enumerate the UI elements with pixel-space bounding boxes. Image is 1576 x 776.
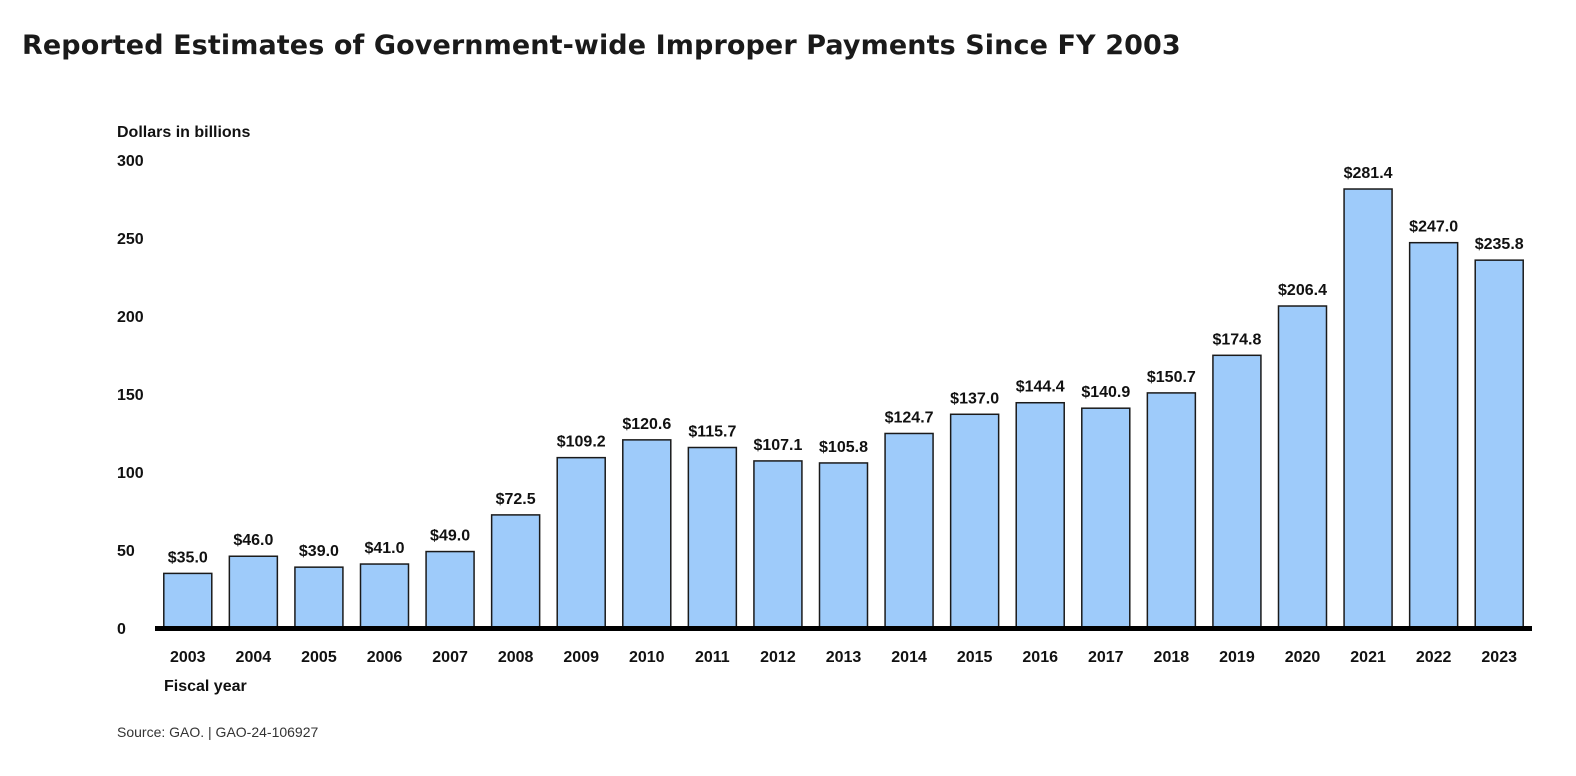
data-label-2017: $140.9: [1081, 384, 1130, 401]
x-tick-label-2016: 2016: [1022, 649, 1058, 666]
source-note: Source: GAO. | GAO-24-106927: [117, 724, 319, 740]
data-label-2019: $174.8: [1212, 331, 1261, 348]
x-tick-label-2023: 2023: [1481, 649, 1517, 666]
bar-2023: [1474, 259, 1524, 629]
x-tick-label-2005: 2005: [301, 649, 337, 666]
y-axis-title: Dollars in billions: [117, 124, 250, 141]
data-label-2011: $115.7: [688, 424, 736, 441]
y-tick-label: 0: [117, 621, 126, 638]
bar-2007: [425, 550, 475, 629]
x-tick-label-2021: 2021: [1350, 649, 1386, 666]
data-label-2012: $107.1: [753, 437, 802, 454]
bar-2018: [1146, 392, 1197, 629]
y-tick-label: 300: [117, 153, 144, 170]
x-tick-label-2007: 2007: [432, 649, 468, 666]
x-tick-label-2008: 2008: [498, 649, 534, 666]
y-tick-label: 100: [117, 465, 144, 482]
data-label-2014: $124.7: [885, 409, 934, 426]
bar-2010: [622, 439, 672, 629]
bar-2020: [1277, 305, 1328, 629]
x-tick-label-2017: 2017: [1088, 649, 1124, 666]
bar-2011: [687, 446, 738, 629]
x-tick-label-2013: 2013: [826, 649, 862, 666]
bar-2021: [1343, 188, 1393, 629]
data-label-2003: $35.0: [168, 549, 208, 566]
x-tick-label-2018: 2018: [1154, 649, 1190, 666]
x-tick-label-2010: 2010: [629, 649, 665, 666]
data-label-2006: $41.0: [364, 540, 404, 557]
x-tick-label-2003: 2003: [170, 649, 206, 666]
bar-2009: [556, 456, 606, 629]
data-label-2008: $72.5: [496, 491, 536, 508]
data-label-2009: $109.2: [557, 434, 606, 451]
y-tick-label: 200: [117, 309, 144, 326]
data-labels: $35.0 $46.0 $39.0 $41.0 $49.0 $72.5 $109.2 $120…: [168, 165, 1524, 566]
x-tick-label-2022: 2022: [1416, 649, 1452, 666]
data-label-2021: $281.4: [1344, 165, 1393, 182]
bar-2013: [818, 462, 869, 629]
y-axis-ticks: 0 50 100 150 200 250 300: [117, 153, 144, 638]
data-label-2007: $49.0: [430, 528, 470, 545]
y-tick-label: 150: [117, 387, 144, 404]
bar-2014: [884, 432, 934, 629]
x-tick-label-2019: 2019: [1219, 649, 1255, 666]
x-axis-title: Fiscal year: [164, 678, 247, 695]
data-label-2005: $39.0: [299, 543, 339, 560]
bar-2006: [359, 563, 410, 629]
bar-2022: [1408, 241, 1459, 629]
data-label-2018: $150.7: [1147, 369, 1196, 386]
bar-2008: [490, 514, 541, 629]
x-tick-label-2004: 2004: [236, 649, 272, 666]
data-label-2022: $247.0: [1409, 219, 1458, 236]
y-tick-label: 250: [117, 231, 144, 248]
data-label-2013: $105.8: [819, 439, 868, 456]
bar-2019: [1212, 354, 1262, 629]
x-tick-label-2020: 2020: [1285, 649, 1321, 666]
x-tick-label-2015: 2015: [957, 649, 993, 666]
bar-2016: [1015, 401, 1065, 629]
bar-2005: [294, 566, 344, 629]
data-label-2020: $206.4: [1278, 282, 1327, 299]
x-tick-label-2011: 2011: [695, 649, 730, 666]
data-label-2015: $137.0: [950, 390, 999, 407]
x-tick-label-2009: 2009: [563, 649, 599, 666]
data-label-2004: $46.0: [233, 532, 273, 549]
x-axis-ticks: 2003 2004 2005 2006 2007 2008 2009 2010 2011 2012…: [170, 649, 1517, 666]
bar-2017: [1081, 407, 1131, 629]
x-tick-label-2006: 2006: [367, 649, 403, 666]
bar-2015: [949, 413, 1000, 629]
data-label-2016: $144.4: [1016, 379, 1065, 396]
bars: [163, 188, 1524, 629]
bar-2012: [753, 460, 803, 629]
data-label-2023: $235.8: [1475, 236, 1524, 253]
bar-2004: [228, 555, 279, 629]
y-tick-label: 50: [117, 543, 135, 560]
bar-2003: [163, 572, 213, 629]
x-tick-label-2012: 2012: [760, 649, 796, 666]
page-title: Reported Estimates of Government-wide Im…: [22, 30, 1181, 61]
data-label-2010: $120.6: [622, 416, 671, 433]
x-tick-label-2014: 2014: [891, 649, 927, 666]
